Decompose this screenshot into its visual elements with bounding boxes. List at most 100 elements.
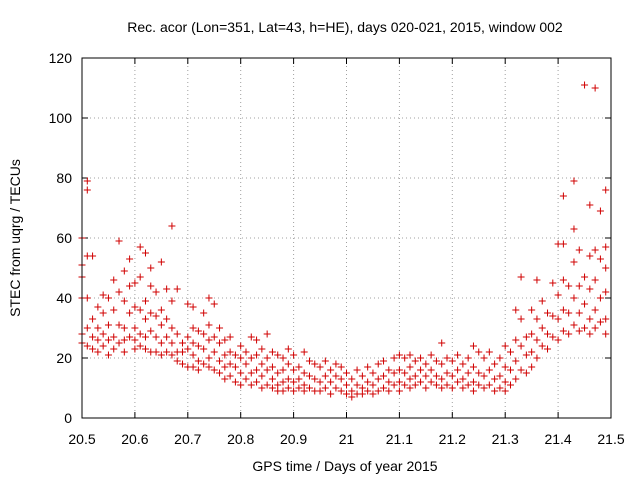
- data-point: [157, 258, 165, 266]
- data-point: [395, 366, 403, 374]
- data-point: [258, 384, 266, 392]
- data-point: [427, 351, 435, 359]
- data-point: [327, 378, 335, 386]
- data-point: [427, 366, 435, 374]
- data-point: [83, 177, 91, 185]
- data-point: [210, 366, 218, 374]
- data-point: [554, 336, 562, 344]
- data-point: [332, 360, 340, 368]
- data-point: [200, 330, 208, 338]
- data-point: [131, 279, 139, 287]
- data-point: [512, 357, 520, 365]
- data-point: [237, 381, 245, 389]
- data-point: [221, 336, 229, 344]
- data-point: [522, 351, 530, 359]
- data-point: [475, 369, 483, 377]
- data-point: [295, 384, 303, 392]
- data-point: [448, 372, 456, 380]
- data-point: [364, 387, 372, 395]
- data-point: [343, 369, 350, 377]
- data-point: [348, 387, 356, 395]
- data-point: [565, 282, 573, 290]
- data-point: [163, 333, 171, 341]
- data-point: [422, 372, 430, 380]
- data-point: [517, 342, 525, 350]
- data-point: [83, 324, 91, 332]
- data-point: [253, 336, 261, 344]
- data-point: [247, 369, 255, 377]
- data-point: [427, 378, 435, 386]
- data-point: [147, 282, 155, 290]
- data-point: [469, 378, 477, 386]
- y-tick-label: 60: [56, 230, 72, 246]
- plot-frame: [81, 57, 612, 419]
- data-point: [279, 387, 287, 395]
- data-point: [570, 321, 578, 329]
- data-point: [602, 243, 610, 251]
- data-point: [369, 381, 377, 389]
- data-point: [544, 345, 552, 353]
- data-point: [570, 177, 578, 185]
- data-point: [390, 369, 398, 377]
- data-point: [221, 363, 229, 371]
- data-point: [226, 333, 234, 341]
- data-point: [528, 363, 536, 371]
- data-point: [94, 303, 102, 311]
- data-point: [136, 243, 144, 251]
- data-point: [369, 369, 377, 377]
- data-point: [168, 351, 176, 359]
- data-point: [575, 309, 583, 317]
- data-point: [586, 252, 594, 260]
- data-point: [290, 378, 298, 386]
- data-point: [136, 306, 144, 314]
- data-point: [268, 348, 276, 356]
- data-point: [353, 366, 361, 374]
- data-point: [89, 315, 97, 323]
- data-point: [358, 390, 366, 398]
- data-point: [89, 345, 97, 353]
- data-point: [237, 342, 245, 350]
- data-point: [205, 363, 213, 371]
- data-point: [163, 285, 171, 293]
- data-point: [469, 363, 477, 371]
- data-point: [538, 297, 546, 305]
- data-point: [216, 339, 224, 347]
- data-point: [226, 348, 234, 356]
- data-point: [602, 186, 610, 194]
- data-point: [374, 375, 382, 383]
- data-point: [205, 294, 213, 302]
- data-point: [300, 348, 308, 356]
- data-point: [152, 333, 160, 341]
- data-point: [364, 378, 372, 386]
- x-tick-label: 21.4: [544, 431, 571, 447]
- data-point: [554, 315, 562, 323]
- data-point: [411, 357, 419, 365]
- data-point: [184, 345, 192, 353]
- data-point: [94, 336, 102, 344]
- data-point: [380, 384, 388, 392]
- chart-title: Rec. acor (Lon=351, Lat=43, h=HE), days …: [127, 19, 563, 35]
- x-tick-label: 20.6: [121, 431, 148, 447]
- data-point: [179, 360, 187, 368]
- data-point: [284, 384, 292, 392]
- data-point: [517, 366, 525, 374]
- data-point: [385, 366, 393, 374]
- x-tick-label: 20.7: [174, 431, 201, 447]
- data-point: [141, 315, 149, 323]
- x-tick-label: 20.8: [227, 431, 254, 447]
- x-tick-label: 21.2: [439, 431, 466, 447]
- data-point: [295, 363, 303, 371]
- data-point: [189, 324, 197, 332]
- data-point: [438, 339, 446, 347]
- data-point: [321, 384, 329, 392]
- data-point: [438, 360, 446, 368]
- data-point: [411, 381, 419, 389]
- data-point: [131, 324, 139, 332]
- data-point: [491, 375, 499, 383]
- data-point: [253, 366, 261, 374]
- data-point: [284, 345, 292, 353]
- data-point: [89, 252, 97, 260]
- data-point: [300, 387, 308, 395]
- data-point: [141, 297, 149, 305]
